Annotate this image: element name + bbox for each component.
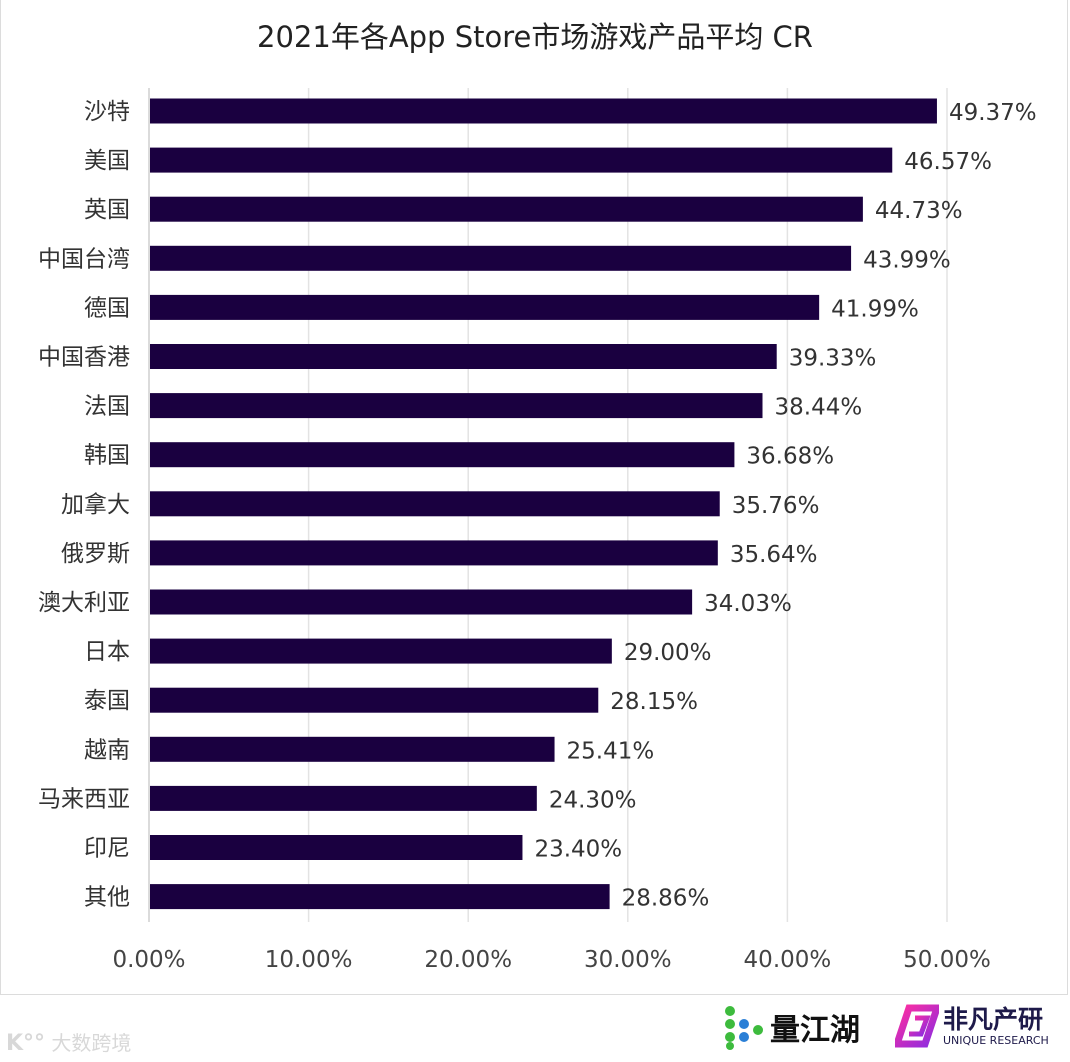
category-label: 法国 (84, 394, 130, 420)
feifan-text: 非凡产研 (943, 1004, 1044, 1034)
bar (150, 687, 599, 713)
x-tick-label: 50.00% (903, 947, 991, 973)
bar (150, 393, 763, 419)
feifan-icon (895, 1004, 939, 1048)
category-label: 泰国 (84, 688, 130, 714)
category-label: 沙特 (84, 99, 130, 125)
category-label: 韩国 (84, 443, 130, 469)
value-label: 24.30% (549, 787, 637, 813)
liangjianghu-logo: 量江湖 (722, 1004, 860, 1050)
category-label: 其他 (84, 885, 130, 911)
x-tick-label: 10.00% (265, 947, 353, 973)
bar-chart: 2021年各App Store市场游戏产品平均 CR 沙特 49.37% 美国 46.… (38, 20, 1037, 973)
category-label: 日本 (84, 639, 130, 665)
value-label: 34.03% (704, 591, 792, 617)
value-label: 25.41% (567, 738, 655, 764)
value-label: 39.33% (789, 346, 877, 372)
category-label: 英国 (84, 197, 130, 223)
watermark-text: 大数跨境 (51, 1031, 132, 1055)
x-tick-label: 20.00% (424, 947, 512, 973)
value-label: 23.40% (534, 837, 622, 863)
value-label: 35.64% (730, 542, 818, 568)
value-label: 41.99% (831, 296, 919, 322)
bar (150, 442, 735, 468)
category-label: 加拿大 (61, 491, 130, 518)
watermark-icon: K°° (6, 1031, 46, 1056)
bar (150, 196, 863, 222)
x-tick-label: 0.00% (112, 947, 185, 973)
category-label: 俄罗斯 (61, 541, 130, 567)
value-label: 43.99% (863, 247, 951, 273)
value-label: 28.86% (622, 886, 710, 912)
chart-title: 2021年各App Store市场游戏产品平均 CR (257, 20, 813, 54)
category-label: 中国香港 (38, 345, 130, 371)
value-label: 46.57% (904, 149, 992, 175)
watermark-logo: K°° 大数跨境 (6, 1027, 131, 1056)
value-label: 28.15% (610, 689, 698, 715)
bar (150, 540, 718, 566)
chart-frame (0, 0, 1068, 995)
liangjianghu-text: 量江湖 (770, 1013, 860, 1048)
bar (150, 638, 612, 664)
x-tick-label: 30.00% (584, 947, 672, 973)
category-label: 澳大利亚 (38, 590, 130, 616)
liangjianghu-icon (725, 1006, 763, 1050)
value-label: 35.76% (732, 493, 820, 519)
bar (150, 491, 720, 517)
value-label: 36.68% (746, 444, 834, 470)
category-label: 马来西亚 (38, 786, 130, 812)
bar (150, 785, 537, 811)
value-label: 29.00% (624, 640, 712, 666)
bar (150, 98, 937, 124)
x-tick-label: 40.00% (744, 947, 832, 973)
category-label: 美国 (84, 148, 130, 174)
bar (150, 835, 523, 860)
value-label: 38.44% (775, 395, 863, 421)
bar (150, 245, 852, 271)
feifan-subtext: UNIQUE RESEARCH (943, 1033, 1049, 1047)
category-label: 中国台湾 (38, 246, 130, 272)
bar (150, 344, 777, 369)
value-label: 49.37% (949, 100, 1037, 126)
value-label: 44.73% (875, 198, 963, 224)
bar (150, 884, 610, 910)
category-label: 德国 (84, 295, 130, 321)
bar (150, 294, 820, 320)
feifan-logo: 非凡产研 UNIQUE RESEARCH (895, 1004, 1049, 1048)
category-label: 印尼 (84, 836, 130, 862)
bar (150, 736, 555, 762)
category-label: 越南 (84, 737, 130, 763)
bar (150, 589, 693, 615)
bar (150, 147, 893, 173)
